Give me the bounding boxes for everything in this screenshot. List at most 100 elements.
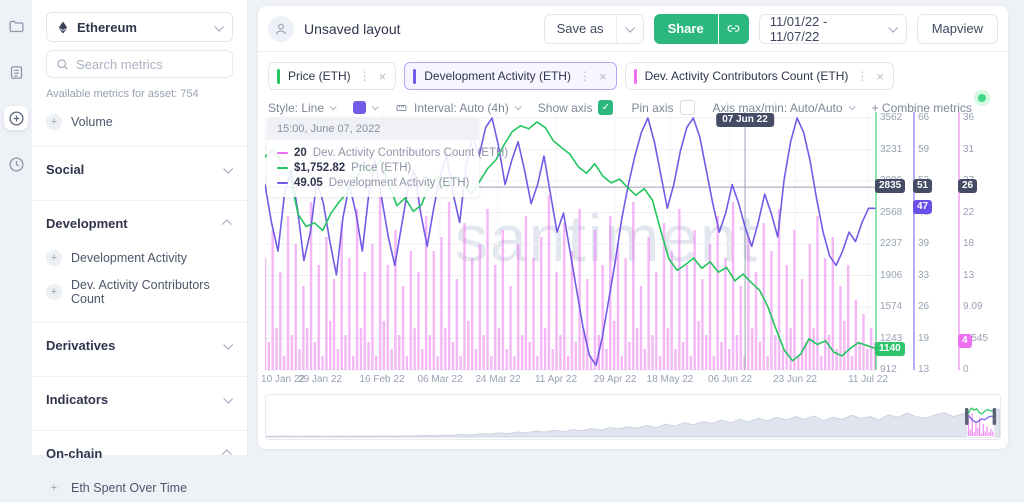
live-status-indicator bbox=[974, 90, 990, 106]
axis-tick-label: 13 bbox=[963, 269, 975, 281]
style-selector[interactable]: Style: Line bbox=[268, 101, 337, 115]
plus-icon: + bbox=[46, 284, 62, 300]
asset-selector[interactable]: Ethereum bbox=[46, 12, 233, 42]
x-axis-tick-label: 06 Jun 22 bbox=[708, 374, 752, 385]
x-axis-tick-label: 16 Feb 22 bbox=[359, 374, 405, 385]
axis-tick-label: 1574 bbox=[880, 301, 903, 312]
chevron-up-icon bbox=[221, 219, 232, 230]
x-axis-tick-label: 29 Apr 22 bbox=[593, 374, 637, 385]
chart-layout-card: Unsaved layout Save as Share 11/01/22 - … bbox=[258, 6, 1008, 449]
remove-metric-icon[interactable]: × bbox=[598, 68, 607, 84]
axis-tick-label: 0 bbox=[963, 364, 969, 375]
mapview-button[interactable]: Mapview bbox=[916, 13, 998, 44]
brush-handle[interactable] bbox=[992, 408, 997, 425]
color-swatch bbox=[353, 101, 367, 114]
sidebar-section-indicators[interactable]: Indicators bbox=[32, 377, 247, 420]
copy-link-button[interactable] bbox=[718, 13, 749, 44]
chart-tooltip: 15:00, June 07, 2022 20 Dev. Activity Co… bbox=[267, 118, 508, 197]
ethereum-icon bbox=[58, 21, 68, 33]
sidebar-section-onchain[interactable]: On-chain bbox=[32, 431, 247, 474]
plus-icon: + bbox=[46, 480, 62, 496]
axis-tick-label: 1906 bbox=[880, 269, 903, 281]
x-axis-tick-label: 10 Jan 22 bbox=[261, 374, 305, 385]
save-as-button[interactable]: Save as bbox=[543, 13, 644, 44]
metric-chip-price[interactable]: Price (ETH) ⋮ × bbox=[268, 62, 397, 90]
chevron-down-icon bbox=[625, 22, 636, 33]
combine-metrics-button[interactable]: + Combine metrics bbox=[871, 100, 972, 115]
history-icon[interactable] bbox=[4, 152, 28, 176]
pin-axis-toggle[interactable]: Pin axis bbox=[631, 100, 695, 115]
divider bbox=[32, 376, 247, 377]
sidebar-item-volume[interactable]: + Volume bbox=[32, 108, 247, 136]
show-axis-toggle[interactable]: Show axis ✓ bbox=[538, 100, 614, 115]
metric-options-icon[interactable]: ⋮ bbox=[358, 69, 371, 83]
metric-options-icon[interactable]: ⋮ bbox=[856, 69, 869, 83]
price-axis-line bbox=[875, 112, 877, 370]
search-metrics-input[interactable]: Search metrics bbox=[46, 50, 233, 78]
x-axis-tick-label: 23 Jun 22 bbox=[773, 374, 817, 385]
person-icon bbox=[275, 23, 287, 34]
chevron-up-icon bbox=[221, 449, 232, 460]
divider bbox=[32, 200, 247, 201]
divider bbox=[32, 322, 247, 323]
brush-handle[interactable] bbox=[964, 408, 969, 425]
user-avatar[interactable] bbox=[268, 15, 294, 42]
show-axis-checkbox[interactable]: ✓ bbox=[598, 100, 614, 115]
sidebar-section-development[interactable]: Development bbox=[32, 201, 247, 244]
axis-tick-label: 912 bbox=[880, 364, 897, 375]
interval-icon bbox=[396, 104, 407, 111]
axis-tick-label: 31 bbox=[963, 143, 975, 155]
sidebar-section-derivatives[interactable]: Derivatives bbox=[32, 323, 247, 366]
axis-maxmin-selector[interactable]: Axis max/min: Auto/Auto bbox=[713, 101, 856, 115]
add-chart-icon[interactable] bbox=[4, 106, 28, 130]
price-axis-ticks[interactable]: 35623231290025682237190615741243912 bbox=[880, 112, 920, 375]
chart-toolbar: Style: Line Interval: Auto (4h) Show axi… bbox=[258, 92, 1008, 121]
sidebar-item-dev-activity-contributors[interactable]: + Dev. Activity Contributors Count bbox=[32, 272, 247, 312]
sidebar-item-eth-spent-over-time[interactable]: + Eth Spent Over Time bbox=[32, 474, 247, 502]
dev-activity-axis-line bbox=[913, 112, 915, 370]
tooltip-row: 49.05 Development Activity (ETH) bbox=[277, 177, 469, 189]
metric-chip-development-activity[interactable]: Development Activity (ETH) ⋮ × bbox=[404, 62, 617, 90]
layout-header: Unsaved layout Save as Share 11/01/22 - … bbox=[258, 6, 1008, 52]
sidebar-section-social[interactable]: Social bbox=[32, 147, 247, 190]
metric-color-bar bbox=[413, 68, 417, 84]
chevron-down-icon bbox=[223, 393, 234, 404]
link-icon bbox=[727, 25, 740, 32]
chevron-down-icon bbox=[329, 103, 337, 111]
tooltip-row: 20 Dev. Activity Contributors Count (ETH… bbox=[277, 147, 508, 159]
chevron-down-icon bbox=[514, 103, 522, 111]
folder-icon[interactable] bbox=[4, 14, 28, 38]
layout-title: Unsaved layout bbox=[304, 20, 401, 37]
chevron-down-icon bbox=[214, 21, 225, 32]
axis-tick-label: 4.545 bbox=[963, 332, 989, 344]
date-range-picker[interactable]: 11/01/22 - 11/07/22 bbox=[758, 13, 907, 44]
axis-tick-label: 3231 bbox=[880, 143, 903, 155]
axis-tick-label: 33 bbox=[918, 269, 930, 281]
dev-activity-axis-ticks[interactable]: 665952463933261913 bbox=[918, 112, 958, 375]
timeline-brush[interactable] bbox=[265, 394, 1001, 440]
metric-chip-contributors-count[interactable]: Dev. Activity Contributors Count (ETH) ⋮… bbox=[624, 62, 895, 90]
metric-options-icon[interactable]: ⋮ bbox=[578, 69, 591, 83]
chevron-down-icon bbox=[223, 163, 234, 174]
reports-icon[interactable] bbox=[4, 60, 28, 84]
share-button[interactable]: Share bbox=[653, 13, 749, 44]
x-axis-tick-label: 29 Jan 22 bbox=[298, 374, 342, 385]
brush-svg[interactable] bbox=[266, 395, 1000, 439]
axis-tick-label: 26 bbox=[918, 301, 930, 312]
pin-axis-checkbox[interactable] bbox=[679, 100, 695, 115]
interval-selector[interactable]: Interval: Auto (4h) bbox=[395, 101, 522, 115]
sidebar-item-development-activity[interactable]: + Development Activity bbox=[32, 244, 247, 272]
axis-tick-label: 3562 bbox=[880, 112, 903, 123]
metrics-sidebar: Ethereum Search metrics Available metric… bbox=[32, 0, 248, 496]
x-axis-tick-label: 18 May 22 bbox=[646, 374, 694, 385]
remove-metric-icon[interactable]: × bbox=[876, 68, 885, 84]
plus-icon: + bbox=[46, 250, 62, 266]
search-placeholder: Search metrics bbox=[76, 56, 163, 72]
axis-tick-label: 39 bbox=[918, 238, 930, 249]
crosshair-dev-badge: 51 bbox=[913, 179, 933, 193]
save-as-dropdown[interactable] bbox=[617, 22, 643, 33]
remove-metric-icon[interactable]: × bbox=[378, 68, 387, 84]
color-swatch-selector[interactable] bbox=[353, 101, 379, 114]
tooltip-timestamp: 15:00, June 07, 2022 bbox=[267, 118, 479, 140]
